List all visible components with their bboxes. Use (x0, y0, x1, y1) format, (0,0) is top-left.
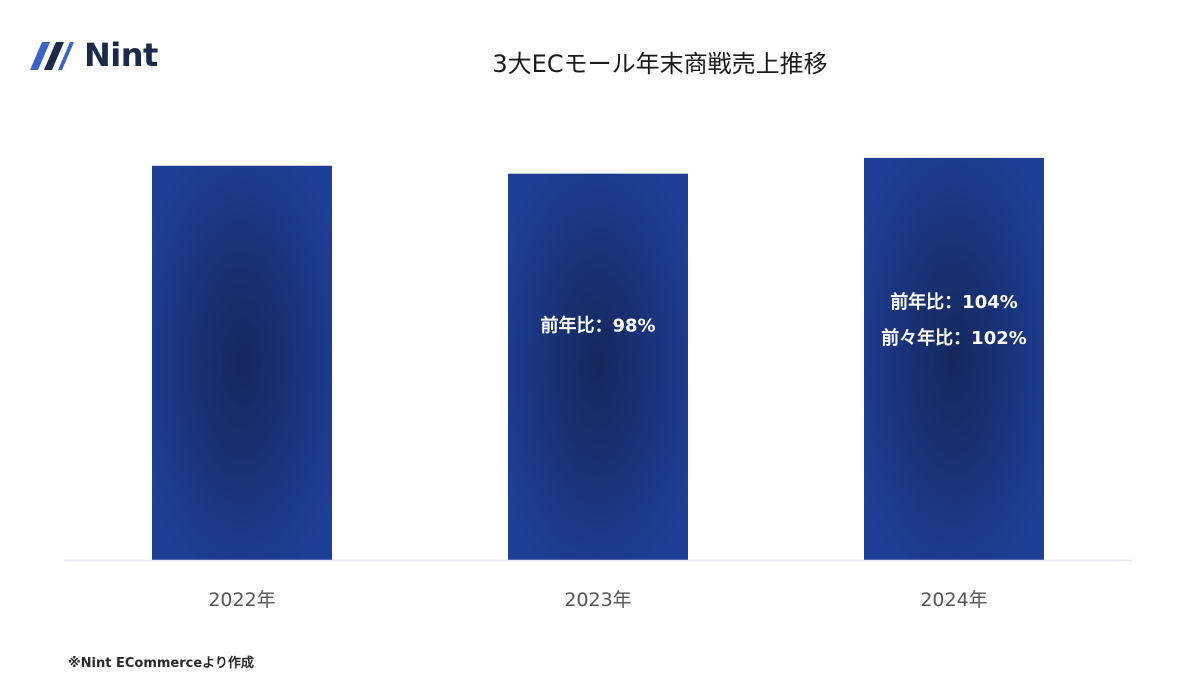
chart-title: 3大ECモール年末商戦売上推移 (492, 50, 828, 78)
bar-1 (508, 173, 688, 560)
bar-0 (152, 165, 332, 560)
bar-2 (864, 157, 1044, 560)
x-tick-label: 2022年 (208, 589, 275, 611)
bar-annotation: 前々年比：102% (881, 327, 1027, 349)
nint-logo: Nint (28, 36, 158, 74)
logo-text: Nint (84, 36, 158, 74)
nint-logo-icon (30, 42, 74, 70)
bar-annotation: 前年比：104% (890, 291, 1018, 313)
x-tick-label: 2023年 (564, 589, 631, 611)
x-tick-label: 2024年 (920, 589, 987, 611)
bar-annotation: 前年比：98% (540, 315, 655, 337)
source-footnote: ※Nint ECommerceより作成 (68, 656, 254, 671)
